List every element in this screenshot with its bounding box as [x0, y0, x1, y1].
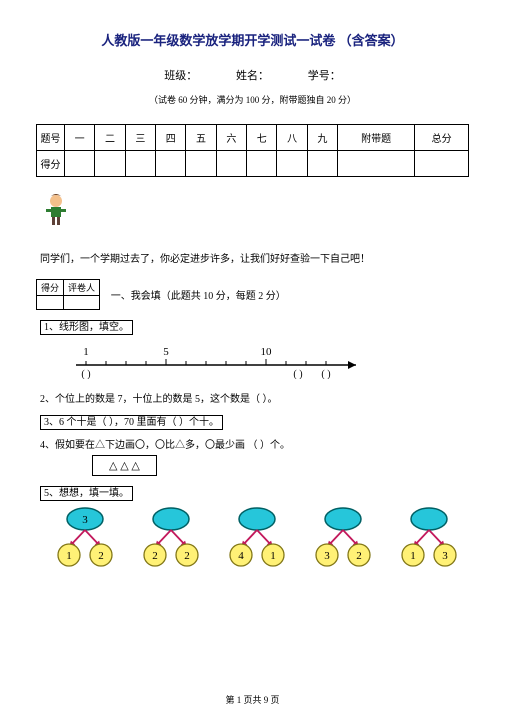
- svg-text:( ): ( ): [81, 369, 90, 379]
- svg-text:1: 1: [410, 550, 416, 562]
- cell: 附带题: [338, 125, 415, 151]
- cell: 三: [125, 125, 155, 151]
- cell: 五: [186, 125, 216, 151]
- svg-text:3: 3: [442, 550, 448, 562]
- cell: 一: [65, 125, 95, 151]
- table-row: 题号 一 二 三 四 五 六 七 八 九 附带题 总分: [37, 125, 469, 151]
- svg-text:3: 3: [82, 514, 88, 526]
- cell: [338, 151, 415, 177]
- intro-text: 同学们，一个学期过去了，你必定进步许多，让我们好好查验一下自己吧！: [40, 250, 469, 265]
- id-label: 学号：: [308, 67, 341, 83]
- score-table: 题号 一 二 三 四 五 六 七 八 九 附带题 总分 得分: [36, 124, 469, 177]
- svg-text:( ): ( ): [293, 369, 302, 379]
- q4: 4、假如要在△下边画〇，〇比△多，〇最少画 （ ）个。: [40, 436, 469, 451]
- page-title: 人教版一年级数学放学期开学测试一试卷 （含答案）: [36, 30, 469, 49]
- cell: [247, 151, 277, 177]
- cell: [307, 151, 337, 177]
- cell: 四: [156, 125, 186, 151]
- svg-text:1: 1: [66, 550, 72, 562]
- svg-text:4: 4: [238, 550, 244, 562]
- thinker-icon: [36, 191, 76, 231]
- table-row: 得分: [37, 151, 469, 177]
- class-row: 班级： 姓名： 学号：: [36, 67, 469, 83]
- svg-text:( ): ( ): [321, 369, 330, 379]
- section-1-header: 得分评卷人 一、我会填（此题共 10 分，每题 2 分）: [36, 279, 469, 310]
- split-diagrams: 3 1 2 2 2 4 1 3 2 1 3: [42, 505, 469, 572]
- svg-text:1: 1: [83, 346, 89, 358]
- cell: [64, 296, 100, 310]
- cell: [125, 151, 155, 177]
- exam-note: （试卷 60 分钟，满分为 100 分，附带题独自 20 分）: [36, 93, 469, 106]
- svg-text:2: 2: [356, 550, 362, 562]
- cell: [216, 151, 246, 177]
- page-footer: 第 1 页共 9 页: [0, 693, 505, 706]
- numberline: 1 5 10 ( ) ( ) ( ): [66, 337, 469, 382]
- cell: 七: [247, 125, 277, 151]
- cell: 六: [216, 125, 246, 151]
- cell: [186, 151, 216, 177]
- cell: 评卷人: [64, 280, 100, 296]
- q3: 3、6 个十是（ ），70 里面有（ ）个十。: [40, 413, 469, 428]
- cell: [415, 151, 469, 177]
- name-label: 姓名：: [236, 67, 269, 83]
- cell: [37, 296, 64, 310]
- q1: 1、线形图，填空。: [40, 318, 469, 333]
- q2: 2、个位上的数是 7，十位上的数是 5，这个数是（ ）。: [40, 390, 469, 405]
- cell: 总分: [415, 125, 469, 151]
- section-title: 一、我会填（此题共 10 分，每题 2 分）: [111, 287, 286, 302]
- cell: 八: [277, 125, 307, 151]
- scorebox: 得分评卷人: [36, 279, 100, 310]
- q5: 5、想想，填一填。: [40, 484, 469, 499]
- triangle-box: △ △ △: [92, 455, 157, 476]
- cell: 得分: [37, 280, 64, 296]
- cell: [95, 151, 125, 177]
- cell: [277, 151, 307, 177]
- cell: 题号: [37, 125, 65, 151]
- cell: [156, 151, 186, 177]
- svg-text:2: 2: [184, 550, 190, 562]
- cell: 二: [95, 125, 125, 151]
- cell: 九: [307, 125, 337, 151]
- svg-text:2: 2: [98, 550, 104, 562]
- cell: 得分: [37, 151, 65, 177]
- cell: [65, 151, 95, 177]
- svg-text:2: 2: [152, 550, 158, 562]
- class-label: 班级：: [164, 67, 197, 83]
- svg-text:5: 5: [163, 346, 169, 358]
- svg-text:3: 3: [324, 550, 330, 562]
- svg-text:1: 1: [270, 550, 276, 562]
- svg-text:10: 10: [261, 346, 273, 358]
